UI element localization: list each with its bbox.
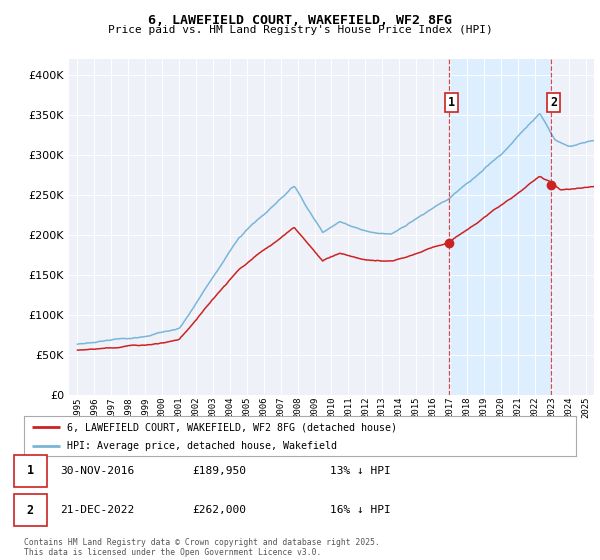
Text: £262,000: £262,000 — [192, 505, 246, 515]
Bar — [449, 59, 551, 395]
Text: 21-DEC-2022: 21-DEC-2022 — [60, 505, 134, 515]
Text: Contains HM Land Registry data © Crown copyright and database right 2025.
This d: Contains HM Land Registry data © Crown c… — [24, 538, 380, 557]
Text: 30-NOV-2016: 30-NOV-2016 — [60, 466, 134, 476]
Text: 2: 2 — [26, 503, 34, 517]
Text: 13% ↓ HPI: 13% ↓ HPI — [330, 466, 391, 476]
Text: 2: 2 — [550, 96, 557, 109]
Text: 1: 1 — [26, 464, 34, 478]
Text: 6, LAWEFIELD COURT, WAKEFIELD, WF2 8FG (detached house): 6, LAWEFIELD COURT, WAKEFIELD, WF2 8FG (… — [67, 422, 397, 432]
Text: £189,950: £189,950 — [192, 466, 246, 476]
Text: 6, LAWEFIELD COURT, WAKEFIELD, WF2 8FG: 6, LAWEFIELD COURT, WAKEFIELD, WF2 8FG — [148, 14, 452, 27]
Text: Price paid vs. HM Land Registry's House Price Index (HPI): Price paid vs. HM Land Registry's House … — [107, 25, 493, 35]
Text: 1: 1 — [448, 96, 455, 109]
Text: 16% ↓ HPI: 16% ↓ HPI — [330, 505, 391, 515]
Text: HPI: Average price, detached house, Wakefield: HPI: Average price, detached house, Wake… — [67, 441, 337, 451]
